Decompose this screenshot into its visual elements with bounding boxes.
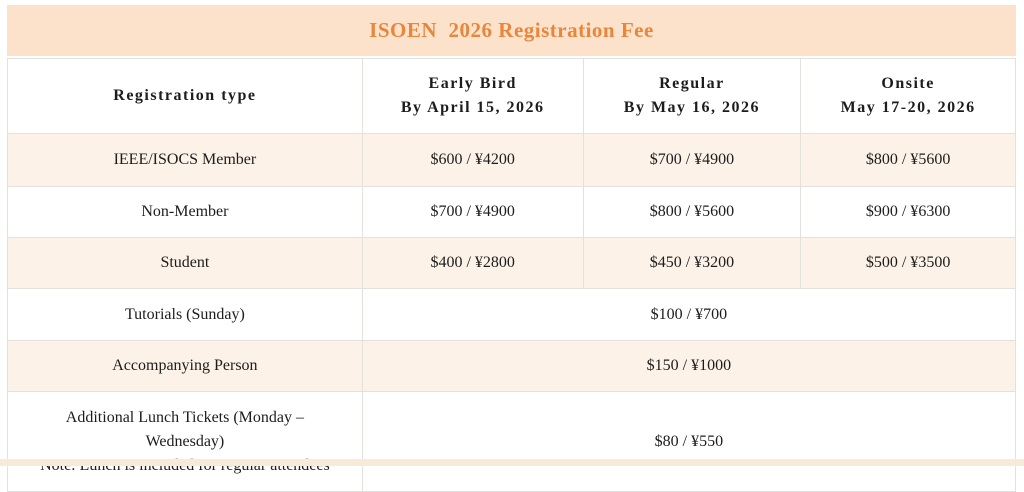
col-header-label: Regular <box>659 75 725 92</box>
early-bird-fee-cell: $700 / ¥4900 <box>361 186 584 238</box>
onsite-fee-cell: $800 / ¥5600 <box>800 133 1016 187</box>
regular-fee-cell: $800 / ¥5600 <box>582 186 802 238</box>
onsite-fee-cell: $900 / ¥6300 <box>800 186 1016 238</box>
col-header-label: Registration type <box>113 87 257 104</box>
col-header-early-bird: Early Bird By April 15, 2026 <box>361 58 584 134</box>
table-row-tutorials: Tutorials (Sunday) $100 / ¥700 <box>7 288 1017 341</box>
table-title-bar: ISOEN 2026 Registration Fee <box>7 5 1016 56</box>
regular-fee-cell: $700 / ¥4900 <box>582 133 802 187</box>
registration-type-cell: Tutorials (Sunday) <box>7 288 363 341</box>
table-row-student: Student $400 / ¥2800 $450 / ¥3200 $500 /… <box>7 237 1016 289</box>
registration-type-cell: Accompanying Person <box>7 340 363 392</box>
table-row-accompanying-person: Accompanying Person $150 / ¥1000 <box>7 340 1017 392</box>
registration-type-cell: IEEE/ISOCS Member <box>7 133 363 187</box>
col-header-registration-type: Registration type <box>7 58 363 134</box>
table-row-additional-lunch-tickets: Additional Lunch Tickets (Monday – Wedne… <box>7 391 1017 492</box>
merged-fee-cell: $150 / ¥1000 <box>361 340 1017 392</box>
col-header-onsite: Onsite May 17-20, 2026 <box>800 58 1016 134</box>
regular-fee-cell: $450 / ¥3200 <box>582 237 802 289</box>
registration-type-cell: Additional Lunch Tickets (Monday – Wedne… <box>7 391 363 492</box>
col-header-deadline: By April 15, 2026 <box>400 99 545 116</box>
page-title: ISOEN 2026 Registration Fee <box>369 18 654 42</box>
col-header-deadline: By May 16, 2026 <box>623 99 761 116</box>
onsite-fee-cell: $500 / ¥3500 <box>800 237 1016 289</box>
col-header-regular: Regular By May 16, 2026 <box>582 58 802 134</box>
early-bird-fee-cell: $600 / ¥4200 <box>361 133 584 187</box>
header-row: Registration type Early Bird By April 15… <box>7 58 1016 134</box>
early-bird-fee-cell: $400 / ¥2800 <box>361 237 584 289</box>
table-row-non-member: Non-Member $700 / ¥4900 $800 / ¥5600 $90… <box>7 186 1016 238</box>
merged-fee-cell: $100 / ¥700 <box>361 288 1017 341</box>
table-row-ieee-isocs-member: IEEE/ISOCS Member $600 / ¥4200 $700 / ¥4… <box>7 133 1016 187</box>
registration-type-cell: Non-Member <box>7 186 363 238</box>
col-header-label: Onsite <box>881 75 935 92</box>
page-bottom-strip <box>0 459 1024 466</box>
registration-fee-table: Registration type Early Bird By April 15… <box>7 58 1017 492</box>
col-header-label: Early Bird <box>428 75 517 92</box>
lunch-tickets-label-line: Wednesday) <box>145 432 225 450</box>
merged-fee-cell: $80 / ¥550 <box>361 391 1017 492</box>
col-header-deadline: May 17-20, 2026 <box>840 99 976 116</box>
registration-type-cell: Student <box>7 237 363 289</box>
lunch-tickets-label-line: Additional Lunch Tickets (Monday – <box>65 408 305 426</box>
